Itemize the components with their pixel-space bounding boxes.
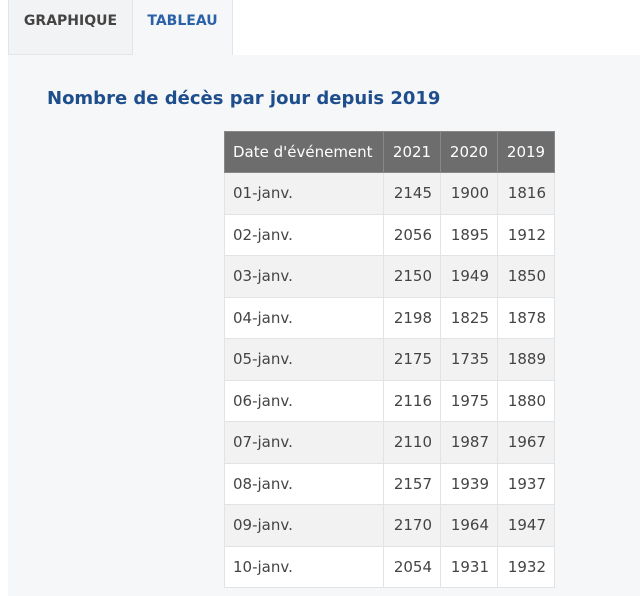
table-row: 02-janv. 2056 1895 1912 <box>224 213 555 256</box>
table-row: 03-janv. 2150 1949 1850 <box>224 255 555 298</box>
date-cell: 05-janv. <box>224 338 384 381</box>
date-cell: 01-janv. <box>224 172 384 215</box>
table-row: 01-janv. 2145 1900 1816 <box>224 172 555 215</box>
number-cell: 1850 <box>497 255 555 298</box>
number-cell: 2110 <box>383 421 441 464</box>
date-cell: 08-janv. <box>224 462 384 505</box>
tab[interactable]: GRAPHIQUE <box>8 0 133 55</box>
date-cell: 02-janv. <box>224 213 384 256</box>
number-cell: 2157 <box>383 462 441 505</box>
number-cell: 1987 <box>440 421 498 464</box>
date-cell: 07-janv. <box>224 421 384 464</box>
table-row: 06-janv. 2116 1975 1880 <box>224 379 555 422</box>
table-row: 05-janv. 2175 1735 1889 <box>224 338 555 381</box>
number-cell: 2145 <box>383 172 441 215</box>
number-cell: 1967 <box>497 421 555 464</box>
date-cell: 10-janv. <box>224 545 384 588</box>
table-row: 08-janv. 2157 1939 1937 <box>224 462 555 505</box>
data-table: Date d'événement 2021 2020 2019 01-janv. 2145… <box>224 131 555 588</box>
number-cell: 1889 <box>497 338 555 381</box>
number-cell: 1735 <box>440 338 498 381</box>
table-row: 09-janv. 2170 1964 1947 <box>224 504 555 547</box>
number-cell: 2150 <box>383 255 441 298</box>
number-cell: 1912 <box>497 213 555 256</box>
tab-active[interactable]: TABLEAU <box>133 0 233 55</box>
number-cell: 1947 <box>497 504 555 547</box>
column-header: 2021 <box>383 131 441 173</box>
table-row: 10-janv. 2054 1931 1932 <box>224 545 555 588</box>
column-header: Date d'événement <box>224 131 384 173</box>
number-cell: 2116 <box>383 379 441 422</box>
number-cell: 1975 <box>440 379 498 422</box>
header-row: Date d'événement 2021 2020 2019 <box>224 131 555 173</box>
number-cell: 1932 <box>497 545 555 588</box>
number-cell: 2054 <box>383 545 441 588</box>
number-cell: 1949 <box>440 255 498 298</box>
number-cell: 2056 <box>383 213 441 256</box>
date-cell: 06-janv. <box>224 379 384 422</box>
number-cell: 1825 <box>440 296 498 339</box>
table-row: 04-janv. 2198 1825 1878 <box>224 296 555 339</box>
number-cell: 2198 <box>383 296 441 339</box>
date-cell: 04-janv. <box>224 296 384 339</box>
number-cell: 1931 <box>440 545 498 588</box>
number-cell: 1878 <box>497 296 555 339</box>
number-cell: 1816 <box>497 172 555 215</box>
number-cell: 1937 <box>497 462 555 505</box>
number-cell: 1880 <box>497 379 555 422</box>
number-cell: 1939 <box>440 462 498 505</box>
date-cell: 09-janv. <box>224 504 384 547</box>
date-cell: 03-janv. <box>224 255 384 298</box>
table-title: Nombre de décès par jour depuis 2019 <box>47 88 441 109</box>
number-cell: 2170 <box>383 504 441 547</box>
number-cell: 2175 <box>383 338 441 381</box>
table-row: 07-janv. 2110 1987 1967 <box>224 421 555 464</box>
number-cell: 1900 <box>440 172 498 215</box>
number-cell: 1964 <box>440 504 498 547</box>
column-header: 2020 <box>440 131 498 173</box>
column-header: 2019 <box>497 131 555 173</box>
number-cell: 1895 <box>440 213 498 256</box>
